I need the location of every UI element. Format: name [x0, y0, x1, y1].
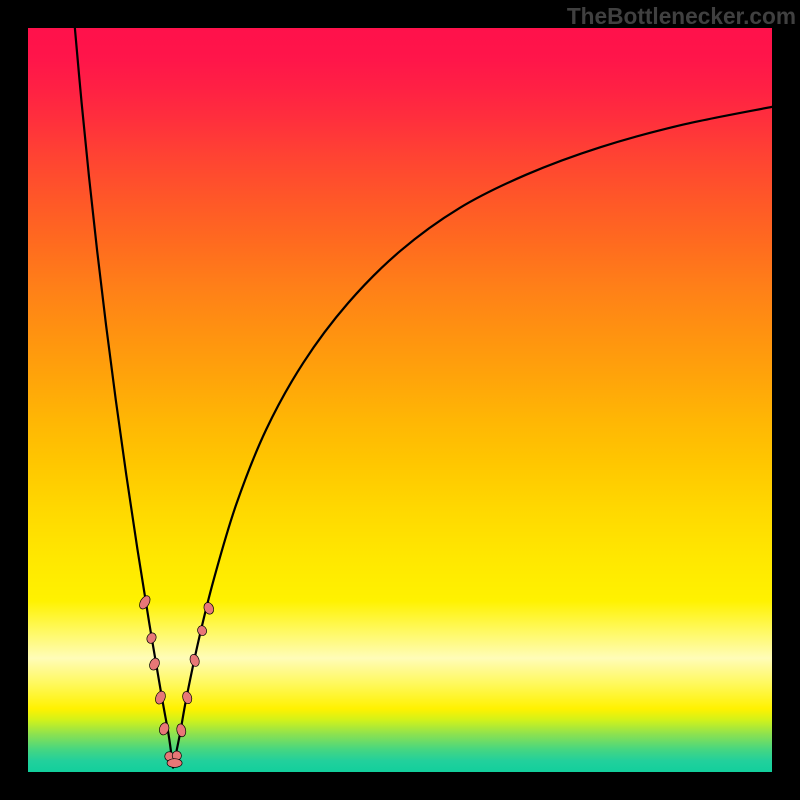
plot-svg — [28, 28, 772, 772]
marker-vertex-0 — [167, 759, 182, 768]
plot-area — [28, 28, 772, 772]
attribution-label: TheBottlenecker.com — [567, 3, 796, 30]
gradient-background — [28, 28, 772, 772]
